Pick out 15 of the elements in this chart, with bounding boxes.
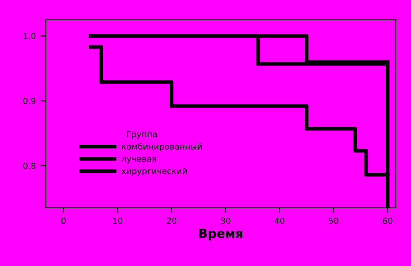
legend-title: Группа <box>127 131 157 140</box>
legend-label: лучевая <box>122 157 156 164</box>
y-tick-label: 1.0 <box>24 33 36 40</box>
x-axis-title: Время <box>200 228 243 241</box>
x-tick-label: 10 <box>113 218 123 224</box>
x-tick-label: 60 <box>383 218 393 224</box>
x-tick-label: 50 <box>329 218 339 224</box>
x-tick-label: 20 <box>167 218 177 224</box>
x-tick-label: 40 <box>274 218 285 224</box>
x-tick-label: 30 <box>221 218 231 224</box>
y-tick-label: 0.9 <box>24 98 36 104</box>
legend-label: комбинированный <box>122 143 202 152</box>
x-tick-label: 0 <box>62 218 66 224</box>
y-tick-label: 0.8 <box>24 162 36 170</box>
legend-label: хирургический <box>122 168 187 176</box>
